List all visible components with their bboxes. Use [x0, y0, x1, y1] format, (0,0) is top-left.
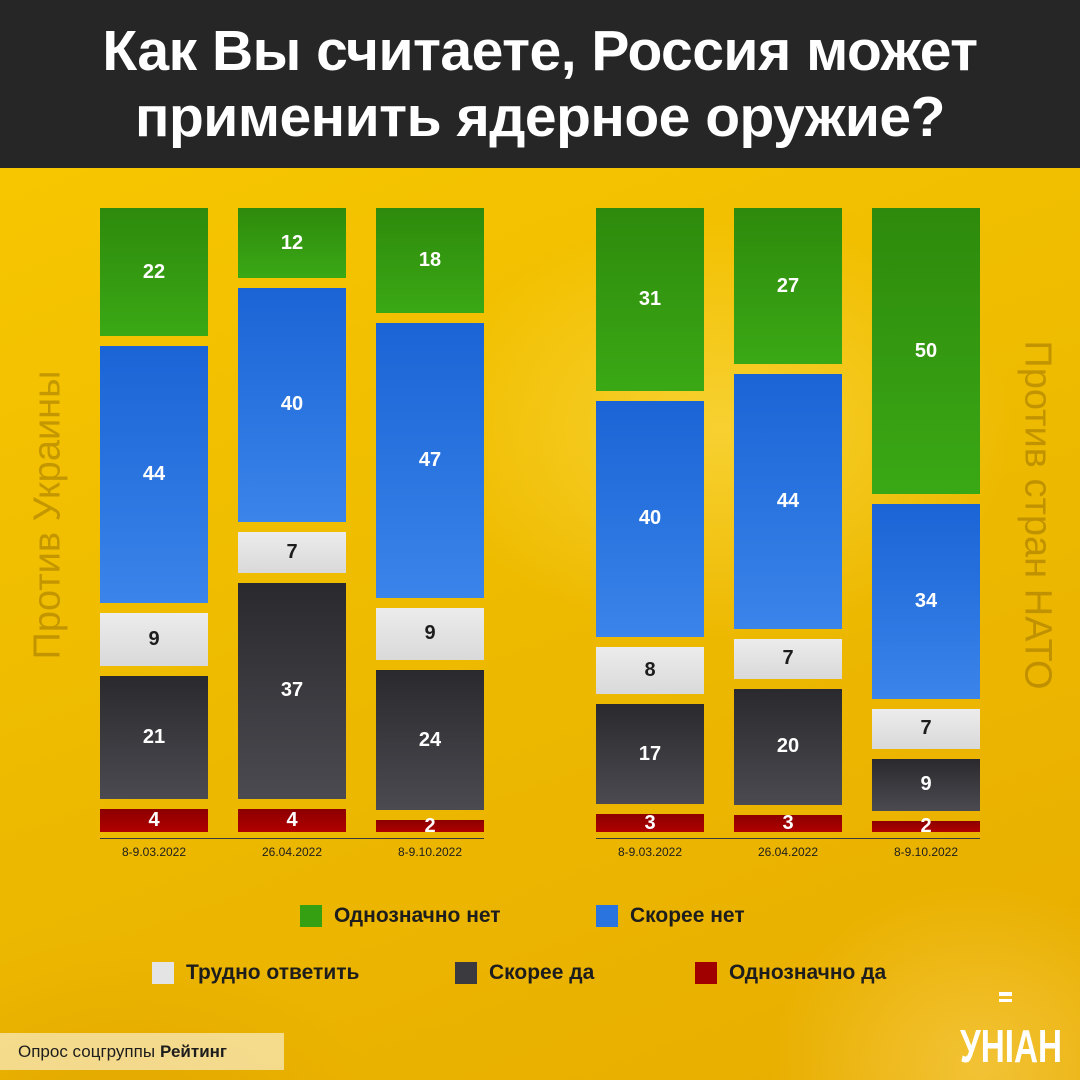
bar-value-label: 9: [920, 773, 932, 796]
source-note: Опрос соцгруппы Рейтинг: [0, 1033, 284, 1070]
source-prefix: Опрос соцгруппы: [18, 1041, 156, 1061]
bar-value-label: 20: [776, 735, 800, 758]
bar-value-label: 9: [424, 622, 436, 645]
bar-probably-no: 40: [238, 288, 346, 522]
legend-swatch-probably-yes: [455, 962, 477, 984]
bar-hard-to-say: 7: [734, 638, 842, 679]
bar-definitely-no: 22: [100, 208, 208, 337]
bar-value-label: 12: [280, 231, 304, 254]
category-label: 8-9.10.2022: [397, 845, 463, 859]
bar-probably-yes: 37: [238, 582, 346, 799]
bar-hard-to-say: 8: [596, 646, 704, 695]
bar-value-label: 17: [638, 742, 662, 765]
bar-probably-yes: 9: [872, 759, 980, 811]
legend-swatch-definitely-yes: [695, 962, 717, 984]
bar-value-label: 4: [286, 808, 298, 831]
category-label: 8-9.03.2022: [121, 845, 187, 859]
bar-value-label: 44: [142, 463, 166, 486]
legend-label: Скорее да: [489, 961, 595, 984]
bar-value-label: 24: [418, 728, 442, 751]
bar-value-label: 8: [644, 658, 656, 681]
header: Как Вы считаете, Россия может применить …: [0, 0, 1080, 168]
bar-probably-yes: 24: [376, 670, 484, 811]
bar-definitely-no: 18: [376, 208, 484, 314]
legend-item-hard-to-say: Трудно ответить: [152, 961, 359, 985]
legend-swatch-probably-no: [596, 905, 618, 927]
bar-hard-to-say: 9: [100, 613, 208, 666]
bar-value-label: 22: [142, 260, 166, 283]
bar-definitely-yes: 3: [596, 811, 704, 834]
bar-value-label: 18: [418, 249, 442, 272]
logo-text: УНІАН: [960, 1020, 1062, 1070]
bar-definitely-no: 50: [872, 208, 980, 495]
x-axis-line: [100, 838, 484, 839]
bar-value-label: 31: [638, 287, 662, 310]
bar-value-label: 9: [148, 628, 160, 651]
bar-probably-yes: 21: [100, 676, 208, 799]
legend-item-probably-yes: Скорее да: [455, 961, 594, 985]
legend-item-definitely-yes: Однозначно да: [695, 961, 886, 985]
bar-definitely-yes: 4: [100, 808, 208, 832]
bar-value-label: 50: [914, 339, 938, 362]
bar-definitely-yes: 2: [872, 815, 980, 837]
legend-swatch-hard-to-say: [152, 962, 174, 984]
legend-label: Скорее нет: [630, 904, 745, 927]
bar-value-label: 3: [644, 811, 656, 834]
bar-value-label: 37: [280, 679, 304, 702]
x-axis-line: [596, 838, 980, 839]
bar-value-label: 7: [920, 717, 932, 740]
left-chart-title: Против Украины: [26, 370, 69, 660]
bar-probably-no: 44: [100, 346, 208, 604]
bar-probably-yes: 17: [596, 704, 704, 805]
right-chart-title: Против стран НАТО: [1016, 340, 1059, 690]
legend-label: Однозначно да: [729, 961, 887, 984]
bar-definitely-yes: 3: [734, 811, 842, 834]
bar-probably-no: 40: [596, 400, 704, 637]
category-label: 26.04.2022: [757, 845, 819, 859]
bar-hard-to-say: 7: [238, 531, 346, 573]
legend-item-probably-no: Скорее нет: [596, 904, 745, 928]
bar-value-label: 27: [776, 274, 800, 297]
bar-definitely-no: 31: [596, 208, 704, 391]
bar-definitely-yes: 4: [238, 808, 346, 832]
page-title: Как Вы считаете, Россия может применить …: [102, 19, 978, 149]
bar-value-label: 40: [280, 393, 304, 416]
bar-probably-no: 44: [734, 374, 842, 629]
bar-hard-to-say: 7: [872, 708, 980, 750]
bar-definitely-no: 27: [734, 208, 842, 365]
bar-value-label: 7: [782, 647, 794, 670]
legend-item-definitely-no: Однозначно нет: [300, 904, 501, 928]
bar-value-label: 3: [782, 811, 794, 834]
legend-label: Трудно ответить: [186, 961, 360, 984]
bar-probably-yes: 20: [734, 689, 842, 805]
source-name: Рейтинг: [160, 1041, 227, 1061]
category-label: 8-9.03.2022: [617, 845, 683, 859]
bar-value-label: 21: [142, 725, 166, 748]
legend-label: Однозначно нет: [334, 904, 501, 927]
bar-definitely-no: 12: [238, 208, 346, 279]
bar-hard-to-say: 9: [376, 607, 484, 661]
bar-probably-no: 47: [376, 323, 484, 598]
bar-value-label: 7: [286, 540, 298, 563]
category-label: 26.04.2022: [261, 845, 323, 859]
bar-value-label: 2: [424, 814, 436, 837]
bar-value-label: 44: [776, 489, 800, 512]
bar-value-label: 4: [148, 808, 160, 831]
category-label: 8-9.10.2022: [893, 845, 959, 859]
bar-value-label: 34: [914, 590, 938, 613]
unian-logo: УНІАН: [960, 992, 1062, 1070]
bar-definitely-yes: 2: [376, 815, 484, 837]
bar-value-label: 40: [638, 507, 662, 530]
bar-probably-no: 34: [872, 504, 980, 699]
bar-value-label: 2: [920, 814, 932, 837]
bar-value-label: 47: [418, 448, 442, 471]
legend-swatch-definitely-no: [300, 905, 322, 927]
